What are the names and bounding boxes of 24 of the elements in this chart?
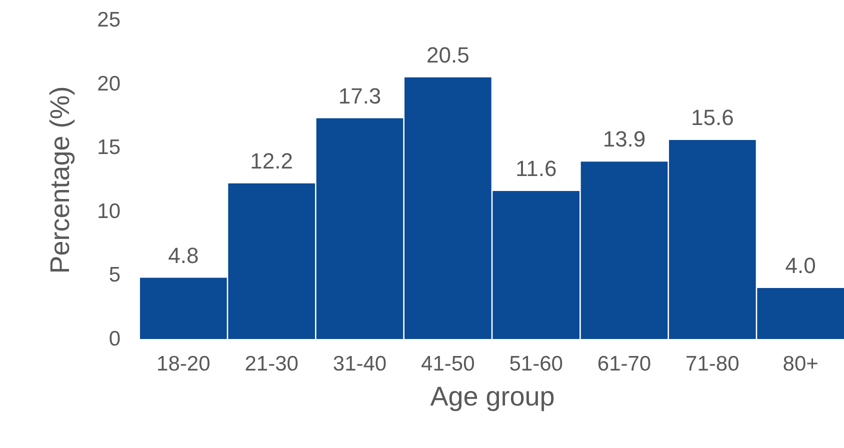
y-tick-label: 20 [97,72,120,96]
x-tick-label: 21-30 [244,352,298,376]
y-axis-title: Percentage (%) [45,86,76,274]
data-label: 13.9 [602,126,646,152]
y-tick-label: 5 [108,264,120,287]
data-label: 20.5 [426,42,470,68]
x-tick-label: 18-20 [156,352,210,376]
x-tick-label: 51-60 [509,352,563,376]
data-label: 17.3 [338,83,382,108]
x-axis-title: Age group [430,382,555,412]
y-tick-label: 15 [97,136,120,160]
y-tick-label: 0 [108,328,120,350]
x-tick-label: 41-50 [421,352,475,376]
x-tick-label: 61-70 [597,352,652,376]
y-tick-label: 25 [97,8,120,32]
data-label: 15.6 [691,104,734,130]
x-tick-label: 71-80 [686,352,740,376]
data-label: 4.8 [168,242,199,268]
x-tick-label: 80+ [782,352,818,376]
data-label: 12.2 [250,148,293,174]
data-label: 11.6 [515,156,557,181]
y-tick-label: 10 [97,200,120,223]
x-tick-label: 31-40 [332,352,387,376]
data-label: 4.0 [785,252,816,278]
